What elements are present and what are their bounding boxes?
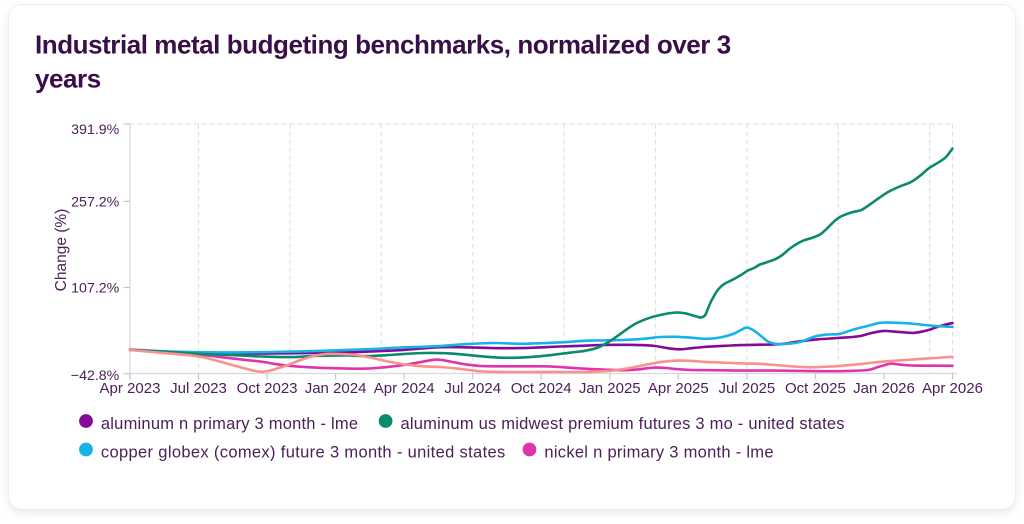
svg-text:Apr 2026: Apr 2026 — [922, 380, 983, 397]
svg-text:107.2%: 107.2% — [71, 281, 120, 297]
svg-text:aluminum us midwest premium fu: aluminum us midwest premium futures 3 mo… — [401, 415, 845, 433]
svg-text:years: years — [35, 64, 101, 94]
svg-text:Oct 2023: Oct 2023 — [237, 380, 298, 397]
svg-text:Oct 2024: Oct 2024 — [511, 380, 572, 397]
svg-text:Apr 2025: Apr 2025 — [648, 380, 709, 397]
svg-text:Oct 2025: Oct 2025 — [785, 380, 846, 397]
svg-text:Industrial metal budgeting ben: Industrial metal budgeting benchmarks, n… — [35, 30, 731, 60]
svg-text:Jul 2023: Jul 2023 — [170, 380, 227, 397]
svg-text:Jan 2025: Jan 2025 — [579, 380, 641, 397]
svg-text:Change (%): Change (%) — [53, 209, 70, 292]
svg-text:nickel n primary 3 month - lme: nickel n primary 3 month - lme — [544, 443, 773, 461]
svg-text:Jan 2026: Jan 2026 — [853, 380, 915, 397]
svg-text:Jul 2024: Jul 2024 — [444, 380, 501, 397]
svg-text:257.2%: 257.2% — [71, 195, 120, 211]
svg-text:Apr 2024: Apr 2024 — [374, 380, 435, 397]
svg-text:Jul 2025: Jul 2025 — [719, 380, 776, 397]
svg-text:−42.8%: −42.8% — [71, 368, 120, 384]
svg-text:Apr 2023: Apr 2023 — [100, 380, 161, 397]
svg-text:copper globex (comex) future 3: copper globex (comex) future 3 month - u… — [101, 443, 506, 461]
svg-text:391.9%: 391.9% — [71, 122, 120, 138]
svg-text:aluminum n primary 3 month - l: aluminum n primary 3 month - lme — [101, 415, 358, 433]
svg-text:Jan 2024: Jan 2024 — [305, 380, 367, 397]
